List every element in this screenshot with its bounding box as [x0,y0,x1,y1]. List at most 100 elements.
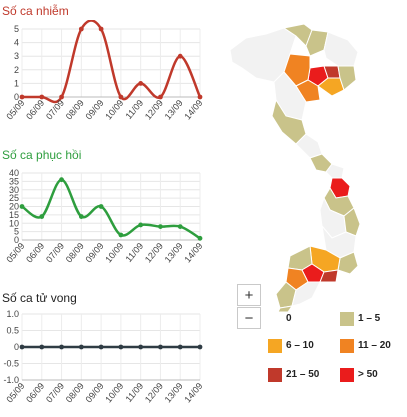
data-point[interactable] [158,224,163,229]
x-tick-label: 10/09 [103,98,125,122]
data-point[interactable] [98,26,104,32]
legend-label: > 50 [358,369,378,380]
x-tick-label: 06/09 [24,381,46,405]
x-tick-label: 05/09 [4,98,26,122]
zoom-in-button[interactable]: + [237,284,261,306]
x-tick-label: 12/09 [143,98,165,122]
x-tick-label: 08/09 [64,98,86,122]
data-point[interactable] [39,214,45,219]
data-point[interactable] [118,344,124,350]
data-point[interactable] [78,26,84,32]
x-tick-label: 12/09 [143,381,165,405]
data-point[interactable] [98,344,104,350]
legend-label: 21 – 50 [286,369,320,380]
province-south-3[interactable] [319,269,339,283]
data-point[interactable] [158,344,163,350]
legend-label: 6 – 10 [286,340,314,351]
y-tick-label: 5 [14,227,19,237]
x-tick-label: 13/09 [163,381,185,405]
data-point[interactable] [118,232,124,238]
x-tick-label: 14/09 [182,241,204,265]
data-point[interactable] [78,214,84,219]
x-tick-label: 07/09 [44,241,66,265]
data-point[interactable] [138,344,144,350]
recovered-chart-title: Số ca phục hồi [2,148,82,162]
x-tick-label: 08/09 [64,241,86,265]
x-tick-label: 06/09 [24,241,46,265]
x-tick-label: 13/09 [163,98,185,122]
legend-label: 1 – 5 [358,313,381,324]
data-point[interactable] [98,204,104,209]
data-point[interactable] [59,344,64,350]
x-tick-label: 09/09 [83,381,105,405]
y-tick-label: 30 [9,185,19,195]
data-point[interactable] [197,344,203,350]
x-tick-label: 05/09 [4,241,26,265]
y-tick-label: 35 [9,176,19,186]
y-tick-label: 4 [14,38,19,48]
province-ha-tinh[interactable] [295,133,323,159]
x-tick-label: 11/09 [123,381,145,404]
data-point[interactable] [59,94,64,100]
vietnam-province-map[interactable] [226,20,407,312]
data-point[interactable] [19,344,25,350]
legend-swatch [268,339,282,353]
legend-label: 0 [286,313,292,324]
legend-swatch [340,312,354,326]
y-tick-label: 10 [9,218,19,228]
data-point[interactable] [78,344,84,350]
y-tick-label: 20 [9,202,19,212]
data-point[interactable] [19,204,25,209]
y-tick-label: 15 [9,210,19,220]
legend-swatch [340,368,354,382]
y-tick-label: -0.5 [3,359,19,369]
y-tick-label: 0.5 [6,326,19,336]
legend-label: 11 – 20 [358,340,391,351]
data-point[interactable] [118,94,124,100]
y-tick-label: 3 [14,51,19,61]
x-tick-label: 11/09 [123,241,145,264]
data-point[interactable] [59,177,64,183]
y-tick-label: 2 [14,65,19,75]
x-tick-label: 09/09 [83,241,105,265]
map-legend: 0 1 – 5 6 – 10 11 – 20 21 – 50 > 50 [268,312,404,384]
y-tick-label: 0 [14,342,19,352]
x-tick-label: 13/09 [163,241,185,265]
x-tick-label: 07/09 [44,381,66,405]
province-red-delta-4[interactable] [337,65,357,91]
y-tick-label: 40 [9,168,19,178]
legend-swatch [268,312,282,326]
data-point[interactable] [177,344,183,350]
data-point[interactable] [197,235,203,241]
province-northeast[interactable] [323,31,359,67]
data-point[interactable] [158,94,163,100]
data-point[interactable] [138,222,144,228]
data-point[interactable] [177,224,183,229]
y-tick-label: -1.0 [3,375,19,385]
province-ca-mau[interactable] [277,305,294,312]
x-tick-label: 07/09 [44,98,66,122]
province-quang-ngai[interactable] [343,207,361,237]
y-tick-label: 5 [14,24,19,34]
data-point[interactable] [39,94,45,100]
x-tick-label: 11/09 [123,98,145,121]
y-tick-label: 25 [9,193,19,203]
province-red-delta-3[interactable] [317,77,345,97]
data-point[interactable] [138,81,144,86]
zoom-out-button[interactable]: − [237,307,261,329]
deaths-chart-title: Số ca tử vong [2,291,77,305]
infected-chart: 0 1 2 3 4 5 05/0906/0907/0908/0909/0910/0911/0… [4,20,205,122]
deaths-chart: -1.0-0.500.51.005/0906/0907/0908/0909/09… [3,309,204,405]
data-point[interactable] [39,344,45,350]
province-hue[interactable] [325,163,345,179]
data-point[interactable] [19,94,25,100]
x-tick-label: 14/09 [182,381,204,405]
x-tick-label: 12/09 [143,241,165,265]
y-tick-label: 0 [14,235,19,245]
province-north-2[interactable] [305,29,329,57]
x-tick-label: 08/09 [64,381,86,405]
y-tick-label: 0 [14,92,19,102]
data-point[interactable] [177,53,183,59]
data-point[interactable] [197,94,203,100]
